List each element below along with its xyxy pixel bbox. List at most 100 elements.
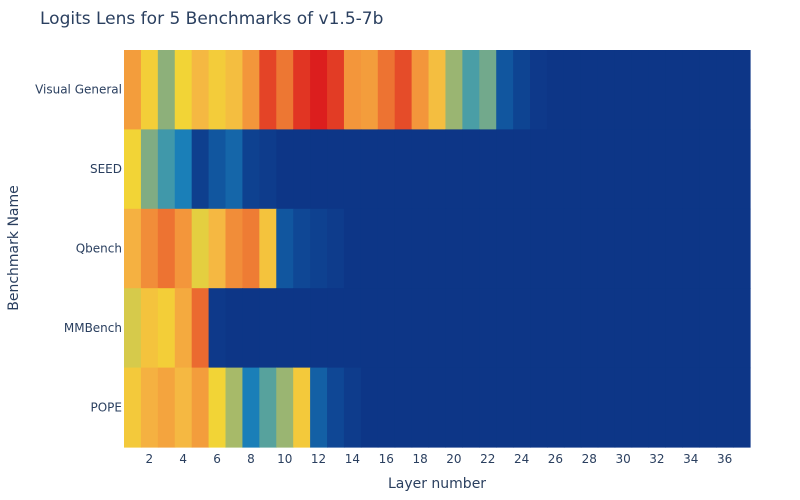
heatmap-cell <box>343 288 362 369</box>
heatmap-cell <box>580 208 599 289</box>
heatmap-cell <box>124 367 142 448</box>
heatmap-cell <box>445 50 463 130</box>
heatmap-cell <box>530 288 548 369</box>
x-tick-label: 26 <box>548 452 563 466</box>
heatmap-cell <box>140 129 159 210</box>
heatmap-cell <box>276 288 294 369</box>
heatmap-cell <box>699 129 717 210</box>
heatmap-cell <box>631 367 650 448</box>
heatmap-cell <box>631 129 650 210</box>
x-tick-label: 24 <box>514 452 529 466</box>
x-tick-label: 20 <box>446 452 461 466</box>
x-tick-label: 32 <box>649 452 664 466</box>
heatmap-cell <box>530 129 548 210</box>
heatmap-cell <box>716 50 734 130</box>
heatmap-cell <box>445 129 463 210</box>
heatmap-cell <box>530 367 548 448</box>
heatmap-cell <box>682 367 700 448</box>
heatmap-cell <box>327 208 345 289</box>
x-tick-label: 16 <box>379 452 394 466</box>
heatmap-cell <box>597 288 616 369</box>
x-tick-label: 2 <box>146 452 154 466</box>
heatmap-cell <box>259 208 277 289</box>
heatmap-cell <box>360 208 379 289</box>
heatmap-cell <box>682 208 700 289</box>
heatmap-cell <box>276 50 294 130</box>
heatmap-cell <box>377 288 396 369</box>
x-tick-label: 34 <box>683 452 698 466</box>
heatmap-cell <box>665 367 683 448</box>
x-tick-label: 36 <box>717 452 732 466</box>
heatmap-cell <box>140 208 159 289</box>
heatmap-cell <box>242 50 260 130</box>
heatmap-cell <box>360 129 379 210</box>
heatmap-cell <box>462 129 480 210</box>
heatmap-cell <box>174 50 193 130</box>
heatmap-cell <box>394 50 413 130</box>
y-tick-label: Qbench <box>76 242 122 256</box>
heatmap-cell <box>513 288 531 369</box>
heatmap-cell <box>225 208 244 289</box>
heatmap-cell <box>462 367 480 448</box>
heatmap-cell <box>733 208 751 289</box>
heatmap-cell <box>394 129 413 210</box>
heatmap-cell <box>716 367 734 448</box>
heatmap-cell <box>124 129 142 210</box>
heatmap-cell <box>479 367 497 448</box>
heatmap-cell <box>259 129 277 210</box>
heatmap-cell <box>597 129 616 210</box>
y-tick-label: MMBench <box>64 321 122 335</box>
heatmap-cell <box>546 208 565 289</box>
heatmap-cell <box>343 129 362 210</box>
heatmap-cell <box>360 367 379 448</box>
x-tick-label: 30 <box>615 452 630 466</box>
heatmap-cell <box>699 288 717 369</box>
heatmap-cell <box>614 288 633 369</box>
y-tick-label: SEED <box>90 162 122 176</box>
heatmap-cell <box>462 50 480 130</box>
x-tick-label: 8 <box>247 452 255 466</box>
heatmap-cell <box>479 50 497 130</box>
heatmap-cell <box>479 208 497 289</box>
heatmap-cell <box>631 288 650 369</box>
heatmap-cell <box>191 288 210 369</box>
heatmap-cell <box>597 50 616 130</box>
heatmap-cell <box>496 129 514 210</box>
heatmap-cell <box>140 50 159 130</box>
heatmap-cell <box>479 129 497 210</box>
heatmap-cell <box>259 50 277 130</box>
heatmap-cell <box>276 367 294 448</box>
heatmap-cell <box>597 367 616 448</box>
heatmap-cell <box>140 367 159 448</box>
heatmap-cell <box>157 129 176 210</box>
heatmap-cell <box>208 367 227 448</box>
y-axis-label: Benchmark Name <box>6 185 22 311</box>
heatmap-cell <box>733 50 751 130</box>
heatmap-cell <box>327 129 345 210</box>
heatmap-cell <box>343 50 362 130</box>
heatmap-cell <box>648 129 667 210</box>
x-tick-label: 22 <box>480 452 495 466</box>
y-tick-label: POPE <box>91 400 123 414</box>
heatmap-cell <box>614 208 633 289</box>
heatmap-cell <box>614 129 633 210</box>
heatmap-cell <box>157 367 176 448</box>
heatmap-cell <box>208 129 227 210</box>
chart-title: Logits Lens for 5 Benchmarks of v1.5-7b <box>40 9 383 29</box>
heatmap-cell <box>513 50 531 130</box>
heatmap-cell <box>546 288 565 369</box>
heatmap-cell <box>293 50 311 130</box>
y-tick-label: Visual General <box>35 83 122 97</box>
heatmap-cell <box>140 288 159 369</box>
heatmap-cell <box>310 367 328 448</box>
heatmap-cell <box>259 367 277 448</box>
heatmap-cell <box>343 367 362 448</box>
heatmap-cell <box>648 288 667 369</box>
heatmap-cell <box>293 129 311 210</box>
heatmap-cell <box>445 288 463 369</box>
heatmap-cell <box>496 367 514 448</box>
heatmap-cell <box>310 208 328 289</box>
x-tick-label: 12 <box>311 452 326 466</box>
heatmap-cell <box>716 129 734 210</box>
